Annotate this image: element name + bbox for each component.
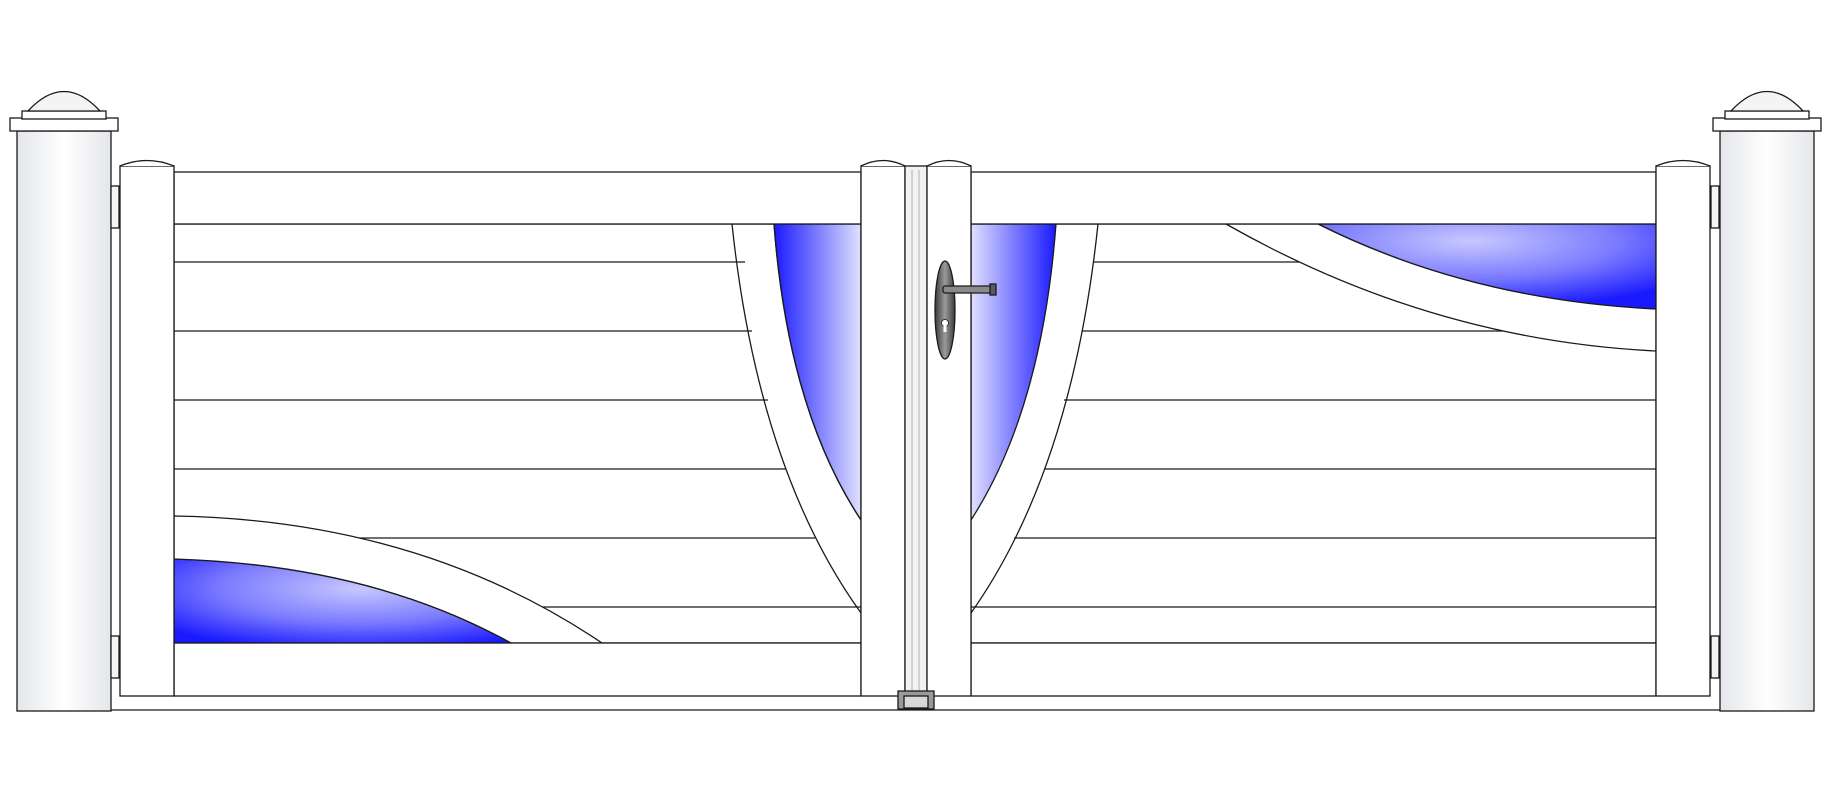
right-lock-stile [926, 165, 972, 697]
right-gate-leaf [926, 159, 1711, 697]
left-meeting-profile [904, 165, 928, 697]
left-gate-leaf [119, 159, 928, 697]
hinge-icon [1710, 635, 1720, 679]
right-bottom-rail [970, 642, 1657, 697]
left-center-arc [731, 223, 862, 614]
hinge-icon [110, 185, 120, 229]
hinge-icon [1710, 185, 1720, 229]
left-bottom-rail [173, 642, 862, 697]
left-slats [174, 261, 861, 608]
left-lock-stile [860, 165, 906, 697]
right-top-rail [970, 171, 1657, 225]
right-hinge-stile [1655, 165, 1711, 697]
ground-stop [897, 690, 935, 710]
left-pillar [9, 90, 120, 712]
right-slats [971, 261, 1656, 608]
left-hinge-stile [119, 165, 175, 697]
door-handle-icon[interactable] [934, 260, 997, 360]
right-center-arc [970, 223, 1099, 614]
left-top-rail [173, 171, 862, 225]
right-center-glass [970, 223, 1057, 523]
right-pillar [1710, 90, 1822, 712]
hinge-icon [110, 635, 120, 679]
